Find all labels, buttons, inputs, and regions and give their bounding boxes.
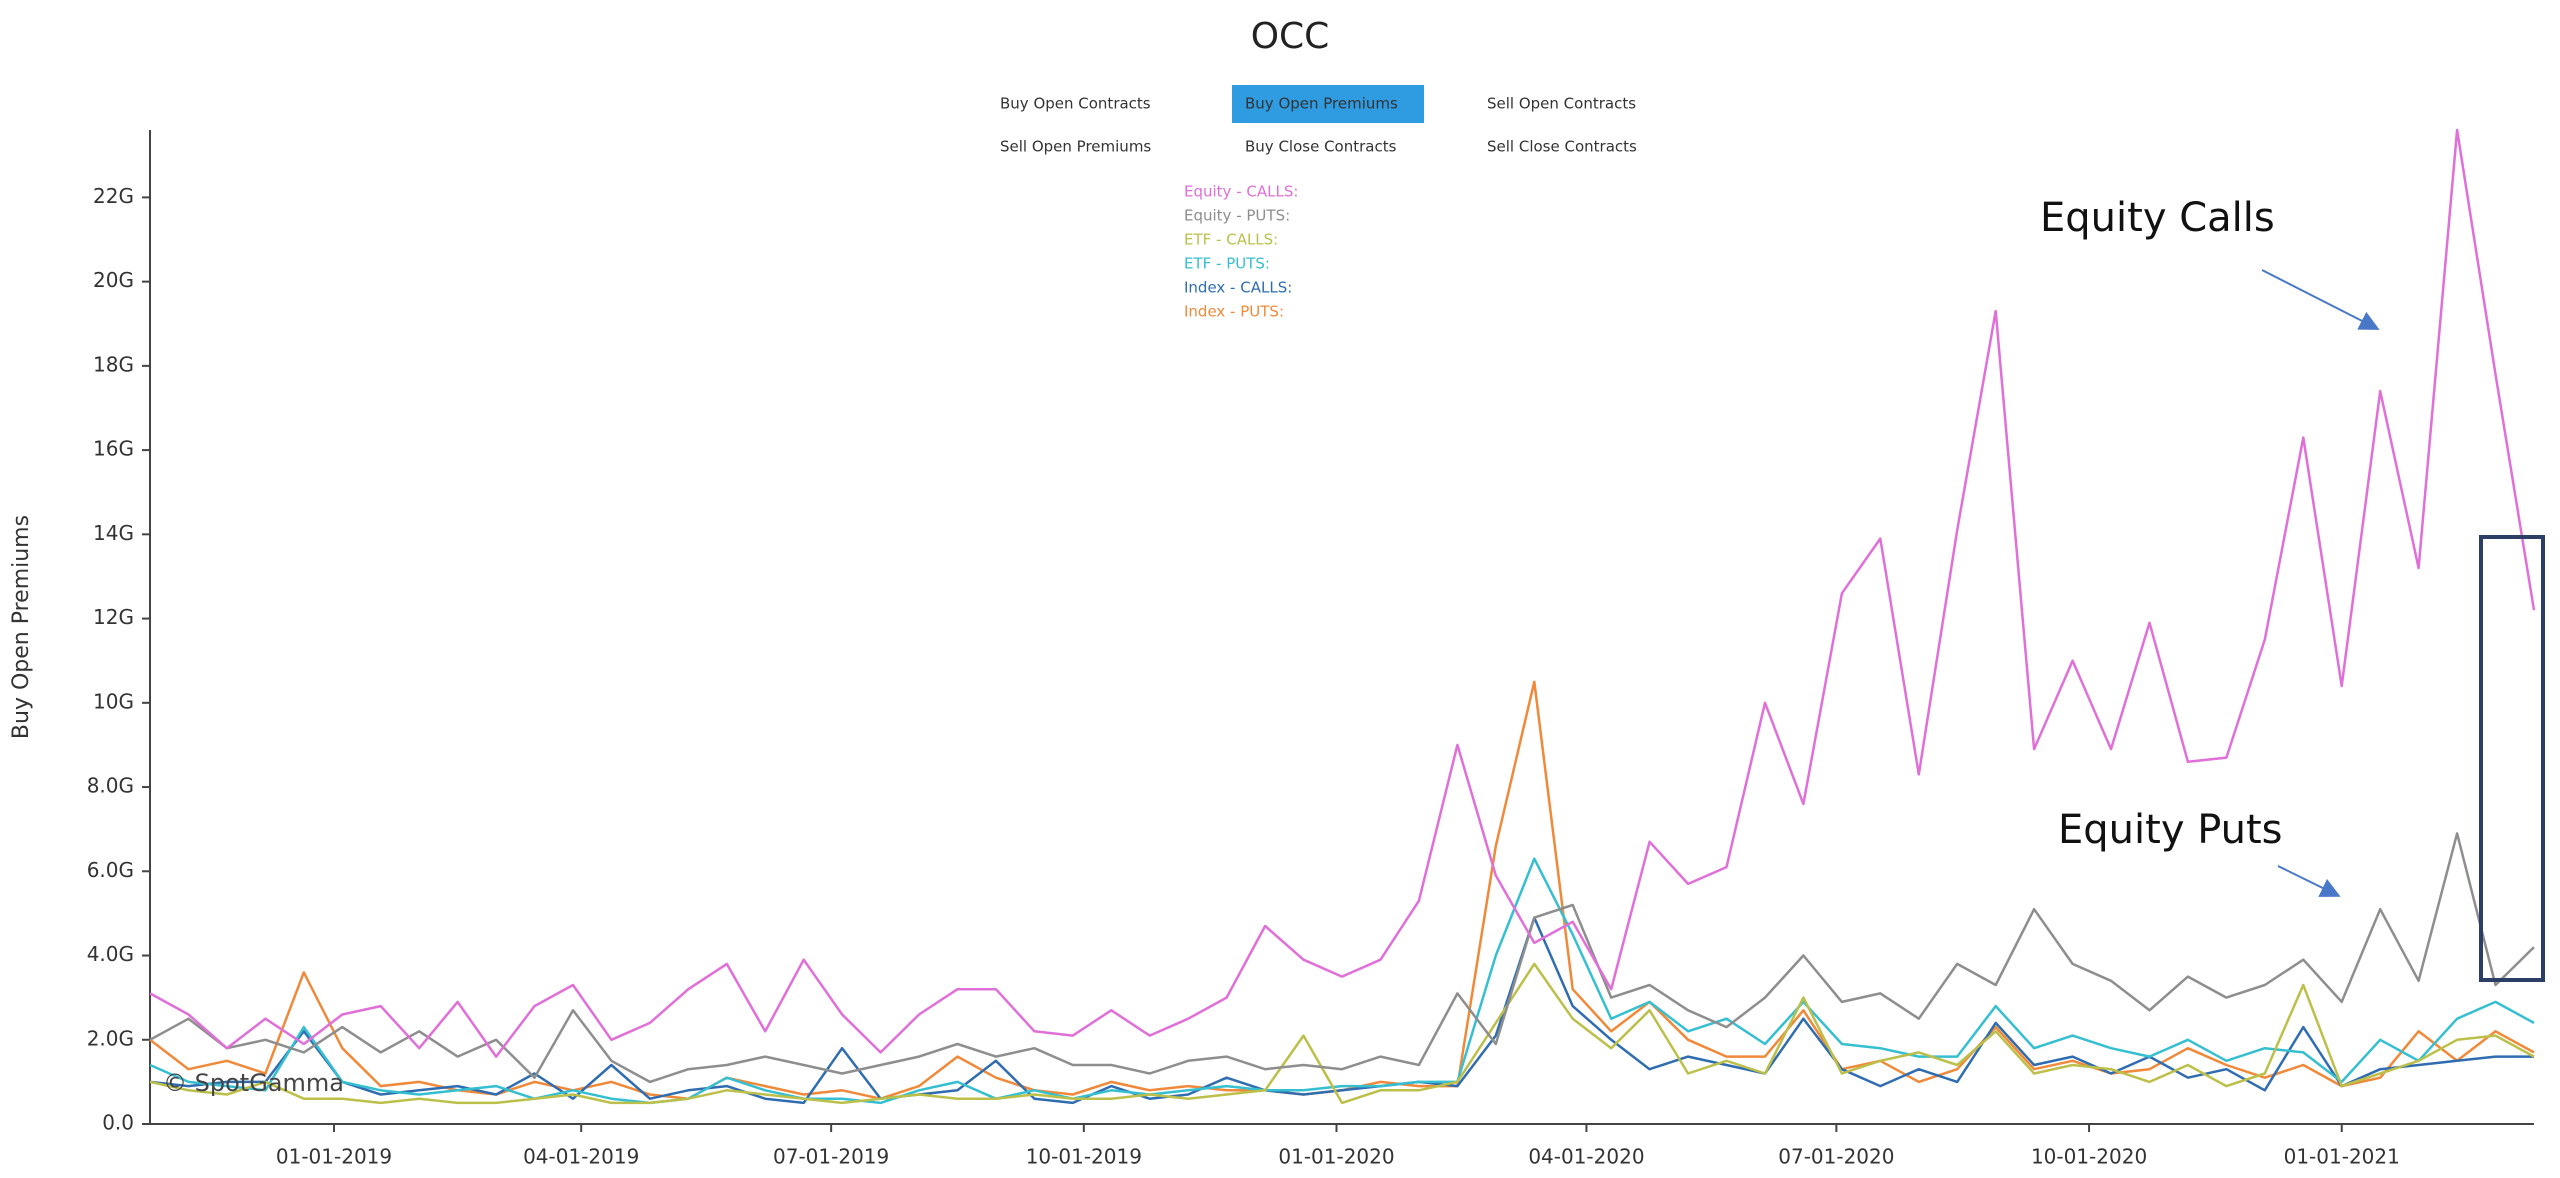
y-tick-label: 18G bbox=[93, 352, 134, 376]
series-line bbox=[149, 832, 2535, 1084]
y-tick-label: 10G bbox=[93, 689, 134, 713]
tab-button[interactable]: Buy Open Contracts bbox=[1000, 95, 1151, 113]
x-tick-label: 10-01-2019 bbox=[1026, 1145, 1142, 1169]
x-tick-label: 07-01-2020 bbox=[1778, 1145, 1894, 1169]
legend-entry: Index - CALLS: bbox=[1184, 279, 1292, 297]
arrow bbox=[2261, 269, 2380, 330]
series-line bbox=[149, 857, 2535, 1105]
watermark: © SpotGamma bbox=[163, 1069, 344, 1097]
annotation: Equity Calls bbox=[2040, 195, 2275, 241]
legend-entry: ETF - PUTS: bbox=[1184, 255, 1270, 273]
highlight-box bbox=[2479, 535, 2545, 982]
chart-title: OCC bbox=[1251, 16, 1330, 57]
tab-button-label[interactable]: Buy Open Contracts bbox=[1000, 95, 1151, 113]
arrow bbox=[2277, 865, 2341, 897]
tab-button[interactable]: Buy Close Contracts bbox=[1245, 138, 1397, 156]
tab-button[interactable]: Buy Open Premiums bbox=[1232, 85, 1424, 123]
button-group: Buy Open Contracts Buy Open Premiums Sell … bbox=[1000, 85, 1637, 156]
tab-button-label[interactable]: Buy Open Premiums bbox=[1245, 95, 1398, 113]
annotation: Equity Puts bbox=[2058, 807, 2283, 853]
y-tick-label: 20G bbox=[93, 268, 134, 292]
plot: 0.0 2.0G 4.0G 6.0G 8.0G 10G 12G 14G 16G 18G 20G 22G… bbox=[87, 128, 2536, 1169]
y-tick-label: 12G bbox=[93, 605, 134, 629]
x-tick-label: 10-01-2020 bbox=[2031, 1145, 2147, 1169]
legend-entry: Equity - PUTS: bbox=[1184, 207, 1290, 225]
series-line bbox=[149, 962, 2535, 1105]
legend-entry: ETF - CALLS: bbox=[1184, 231, 1278, 249]
x-tick-label: 07-01-2019 bbox=[773, 1145, 889, 1169]
x-tick-label: 01-01-2021 bbox=[2284, 1145, 2400, 1169]
x-tick-label: 01-01-2019 bbox=[276, 1145, 392, 1169]
tab-button[interactable]: Sell Close Contracts bbox=[1487, 138, 1637, 156]
tab-button-label[interactable]: Sell Open Premiums bbox=[1000, 138, 1151, 156]
y-tick-label: 8.0G bbox=[87, 774, 134, 798]
series-line bbox=[149, 128, 2536, 1058]
y-tick-label: 22G bbox=[93, 184, 134, 208]
legend-entry: Equity - CALLS: bbox=[1184, 183, 1298, 201]
y-tick-label: 16G bbox=[93, 437, 134, 461]
y-tick-label: 14G bbox=[93, 521, 134, 545]
series-line bbox=[149, 680, 2535, 1100]
tab-button-label[interactable]: Buy Close Contracts bbox=[1245, 138, 1397, 156]
y-tick-label: 2.0G bbox=[87, 1026, 134, 1050]
y-tick-label: 6.0G bbox=[87, 858, 134, 882]
tab-button[interactable]: Sell Open Contracts bbox=[1487, 95, 1636, 113]
series-line bbox=[149, 916, 2534, 1105]
x-tick-label: 04-01-2020 bbox=[1528, 1145, 1644, 1169]
y-axis-label: Buy Open Premiums bbox=[9, 515, 34, 739]
tab-button-label[interactable]: Sell Close Contracts bbox=[1487, 138, 1637, 156]
y-tick-label: 0.0 bbox=[102, 1111, 134, 1135]
tab-button[interactable]: Sell Open Premiums bbox=[1000, 138, 1151, 156]
legend-entry: Index - PUTS: bbox=[1184, 303, 1284, 321]
x-tick-label: 01-01-2020 bbox=[1278, 1145, 1394, 1169]
y-tick-label: 4.0G bbox=[87, 942, 134, 966]
tab-button-bg[interactable] bbox=[1232, 85, 1424, 123]
tab-button-label[interactable]: Sell Open Contracts bbox=[1487, 95, 1636, 113]
x-tick-label: 04-01-2019 bbox=[523, 1145, 639, 1169]
